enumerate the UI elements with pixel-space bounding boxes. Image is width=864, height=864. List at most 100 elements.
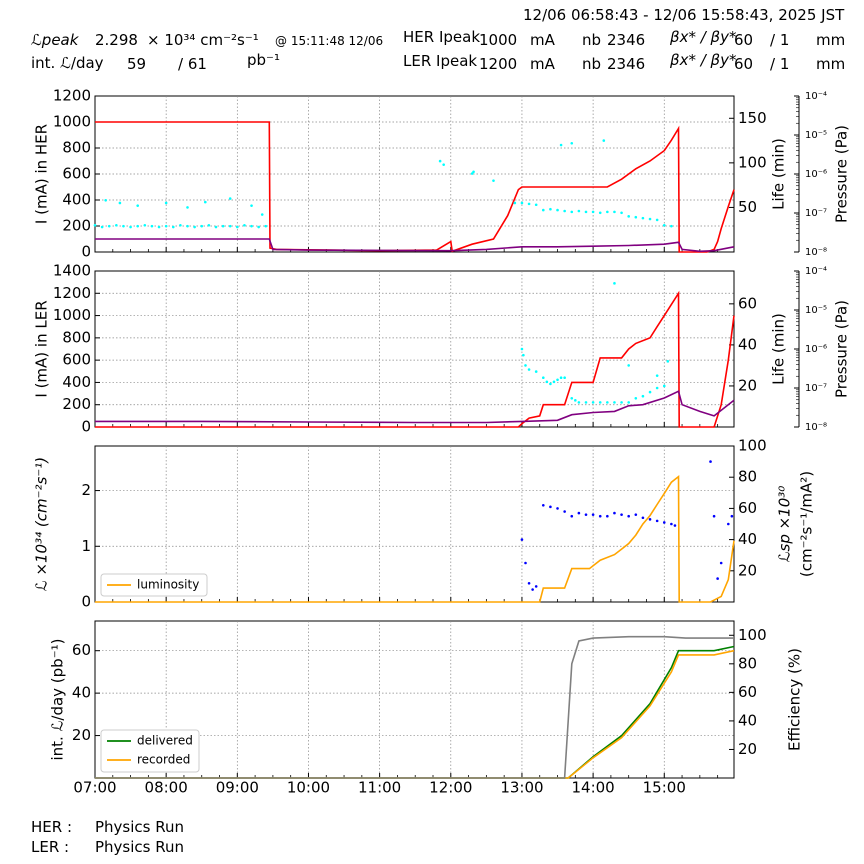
her-peak-unit: mA bbox=[530, 31, 555, 49]
lum-specific-point bbox=[673, 524, 677, 527]
int-y2tick-label: 20 bbox=[738, 740, 757, 758]
her-y3tick-label: 10⁻⁵ bbox=[805, 130, 827, 141]
her-beta-label: βx* / βy* bbox=[670, 28, 737, 46]
her-life-point bbox=[164, 224, 168, 228]
her-current-line bbox=[95, 121, 735, 253]
lum-specific-point bbox=[598, 514, 602, 518]
lum-specific-point bbox=[655, 519, 659, 523]
ler-y3tick-label: 10⁻⁷ bbox=[805, 383, 827, 394]
ler-life-point bbox=[524, 364, 527, 367]
her-life-point bbox=[150, 224, 154, 228]
lum-specific-point bbox=[648, 518, 652, 521]
lum-specific-point bbox=[634, 513, 638, 516]
ler-ytick-label: 1000 bbox=[53, 306, 91, 324]
int-lum-unit: pb⁻¹ bbox=[247, 51, 280, 69]
lum-specific-point bbox=[641, 516, 645, 520]
ler-peak-label: LER Ipeak bbox=[403, 52, 478, 70]
int-xtick-label: 14:00 bbox=[571, 779, 614, 797]
lum-specific-point bbox=[520, 538, 524, 541]
lum-y2label-unit: (cm⁻²s⁻¹/mA²) bbox=[798, 471, 816, 577]
ler-life-point bbox=[574, 399, 577, 402]
ler-life-point bbox=[570, 396, 574, 400]
her-beta-x: 60 bbox=[734, 31, 754, 49]
ler-life-point bbox=[556, 378, 559, 382]
int-y2tick-label: 80 bbox=[738, 654, 757, 672]
her-life-point bbox=[570, 210, 574, 214]
ler-life-point bbox=[606, 401, 609, 404]
lum-specific-point bbox=[570, 514, 574, 518]
her-life-point bbox=[591, 210, 595, 214]
ler-life-point bbox=[613, 282, 616, 285]
her-life-point bbox=[214, 225, 218, 229]
her-life-point bbox=[122, 224, 125, 228]
her-ytick-label: 1200 bbox=[53, 87, 91, 105]
ler-y3tick-label: 10⁻⁸ bbox=[805, 422, 827, 433]
int-xtick-label: 09:00 bbox=[216, 779, 259, 797]
ler-ytick-label: 400 bbox=[62, 373, 91, 391]
her-life-point bbox=[193, 225, 196, 229]
her-peak-value: 1000 bbox=[479, 31, 518, 49]
her-life-point bbox=[179, 223, 182, 227]
ler-ytick-label: 600 bbox=[62, 351, 91, 369]
lum-y2tick-label: 100 bbox=[738, 437, 767, 455]
ler-life-point bbox=[559, 376, 563, 380]
her-life-point bbox=[613, 210, 616, 214]
her-life-point bbox=[527, 202, 531, 206]
lum-specific-point bbox=[670, 522, 673, 526]
ler-peak-value: 1200 bbox=[479, 55, 518, 73]
lum-specific-point bbox=[577, 511, 581, 515]
ler-status-label: LER : bbox=[31, 838, 70, 856]
ler-life-point bbox=[648, 390, 652, 394]
her-life-point bbox=[129, 225, 132, 229]
lum-specific-point bbox=[613, 511, 616, 515]
int-xtick-label: 11:00 bbox=[358, 779, 401, 797]
ler-life-point bbox=[627, 364, 630, 367]
her-life-point bbox=[203, 200, 207, 204]
lum-specific-point bbox=[527, 581, 531, 585]
ler-pressure-line bbox=[95, 390, 735, 424]
her-life-point bbox=[243, 223, 246, 227]
ler-ytick-label: 1400 bbox=[53, 262, 91, 280]
ler-life-point bbox=[577, 401, 581, 404]
lum-y2label: ℒsp ×10³⁰ bbox=[776, 486, 794, 563]
her-life-point bbox=[157, 225, 161, 229]
ler-life-point bbox=[527, 368, 531, 371]
her-life-point bbox=[472, 170, 475, 174]
ler-ytick-label: 1200 bbox=[53, 284, 91, 302]
her-life-point bbox=[559, 143, 563, 147]
her-nb-label: nb bbox=[582, 31, 602, 49]
lum-specific-point bbox=[534, 585, 538, 588]
ler-life-point bbox=[522, 353, 525, 357]
int-lum-label: int. ℒ/day bbox=[31, 54, 104, 72]
ler-life-point bbox=[613, 401, 616, 404]
ler-life-point bbox=[545, 380, 549, 384]
her-life-point bbox=[186, 206, 189, 209]
int-y2tick-label: 40 bbox=[738, 711, 757, 729]
ler-status-value: Physics Run bbox=[95, 838, 185, 856]
int-y2tick-label: 100 bbox=[738, 626, 767, 644]
her-ytick-label: 0 bbox=[81, 243, 91, 261]
ler-life-point bbox=[634, 396, 638, 400]
int-legend-label: delivered bbox=[137, 734, 193, 748]
int-y2label: Efficiency (%) bbox=[786, 648, 804, 751]
lum-specific-point bbox=[556, 507, 559, 510]
her-life-point bbox=[520, 201, 524, 205]
her-life-point bbox=[100, 225, 104, 229]
ler-ytick-label: 800 bbox=[62, 328, 91, 346]
int-lum-value: 59 bbox=[127, 55, 147, 73]
int-ytick-label: 60 bbox=[72, 641, 91, 659]
lum-ytick-label: 0 bbox=[81, 593, 91, 611]
her-life-point bbox=[584, 210, 588, 214]
lum-legend-label: luminosity bbox=[137, 578, 199, 592]
ler-y2tick-label: 60 bbox=[738, 294, 757, 312]
her-life-point bbox=[556, 208, 559, 212]
her-life-point bbox=[221, 224, 225, 228]
her-life-point bbox=[228, 197, 232, 200]
int-ylabel: int. ℒ/day (pb⁻¹) bbox=[49, 639, 67, 761]
lum-specific-point bbox=[531, 588, 534, 591]
her-ytick-label: 600 bbox=[62, 165, 91, 183]
lum-specific-point bbox=[712, 514, 716, 518]
her-life-point bbox=[577, 209, 581, 213]
ler-peak-unit: mA bbox=[530, 55, 555, 73]
